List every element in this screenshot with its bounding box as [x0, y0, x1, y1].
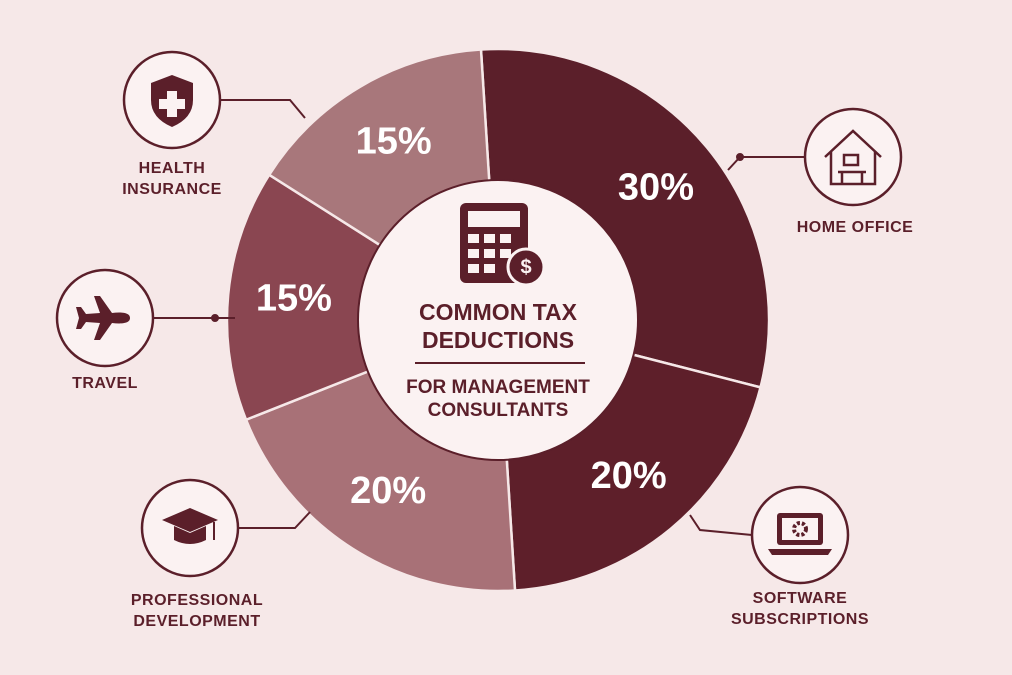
- calculator-icon: $: [460, 203, 546, 287]
- value-label: 30%: [618, 166, 694, 208]
- home-icon: [824, 129, 882, 186]
- education-icon: [162, 508, 218, 544]
- category-label: HEALTH INSURANCE: [122, 160, 222, 198]
- value-label: 20%: [350, 470, 426, 512]
- value-label: 15%: [256, 278, 332, 320]
- chart-title: COMMON TAX DEDUCTIONS: [418, 299, 577, 353]
- category-label: SOFTWARE SUBSCRIPTIONS: [730, 590, 870, 628]
- svg-text:$: $: [520, 256, 531, 278]
- center-circle: [357, 179, 639, 461]
- category-label: TRAVEL: [72, 375, 138, 392]
- value-label: 20%: [591, 455, 667, 497]
- travel-icon: [76, 296, 130, 340]
- chart-subtitle: FOR MANAGEMENT CONSULTANTS: [406, 377, 590, 421]
- software-icon: [768, 513, 832, 555]
- connectors: [153, 99, 805, 536]
- category-label: PROFESSIONAL DEVELOPMENT: [130, 592, 264, 630]
- health-icon: [151, 75, 193, 127]
- category-label: HOME OFFICE: [796, 219, 914, 236]
- value-label: 15%: [356, 121, 432, 163]
